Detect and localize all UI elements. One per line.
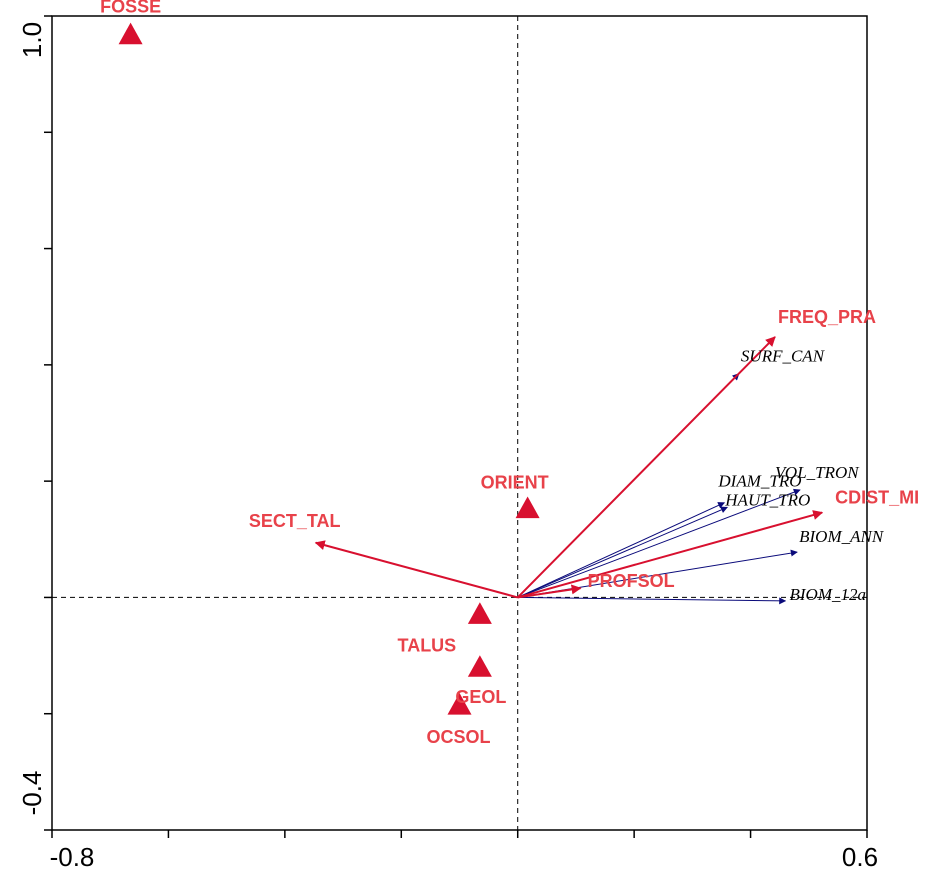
response-label-haut-tro: HAUT_TRO	[724, 490, 810, 509]
environment-arrow-freq-pra	[517, 336, 776, 599]
centroid-label-fosse: FOSSE	[100, 0, 161, 17]
environment-arrow-sect-tal	[314, 540, 518, 599]
y-tick-label-max: 1.0	[17, 22, 47, 58]
centroid-triangle-geol	[467, 655, 492, 677]
centroid-triangle-ocsol	[447, 692, 472, 715]
centroid-triangle-fosse	[118, 22, 143, 45]
x-tick-label-min: -0.8	[50, 842, 95, 872]
environment-label-freq-pra: FREQ_PRA	[778, 307, 876, 327]
response-arrow-diam-tro	[517, 502, 726, 598]
response-arrow-vol-tron	[517, 488, 801, 598]
centroid-label-orient: ORIENT	[481, 472, 549, 492]
response-label-biom-ann: BIOM_ANN	[799, 527, 885, 546]
plot-frame	[51, 15, 868, 831]
environment-label-cdist-mi: CDIST_MI	[835, 488, 919, 508]
response-label-diam-tro: DIAM_TRO	[717, 472, 801, 491]
centroid-label-talus: TALUS	[398, 635, 457, 655]
centroid-markers	[118, 22, 540, 715]
reference-lines	[52, 16, 867, 830]
centroid-triangle-talus	[467, 602, 492, 624]
centroid-label-ocsol: OCSOL	[426, 727, 490, 747]
response-arrow-haut-tro	[517, 506, 728, 598]
environment-label-sect-tal: SECT_TAL	[249, 511, 341, 531]
environment-label-profsol: PROFSOL	[588, 571, 675, 591]
environment-arrows	[314, 336, 824, 599]
x-tick-label-max: 0.6	[842, 842, 878, 872]
y-tick-label-min: -0.4	[17, 771, 47, 816]
centroid-triangle-orient	[515, 496, 540, 519]
response-label-biom-12a: BIOM_12a	[790, 585, 866, 604]
environment-arrow-cdist-mi	[517, 510, 824, 599]
environment-arrow-profsol	[517, 584, 582, 599]
axis-ticks	[44, 15, 868, 838]
response-label-vol-tron: VOL_TRON	[775, 463, 860, 482]
response-arrow-biom-12a	[517, 596, 787, 605]
response-label-surf-can: SURF_CAN	[741, 347, 826, 366]
centroid-label-geol: GEOL	[455, 687, 506, 707]
